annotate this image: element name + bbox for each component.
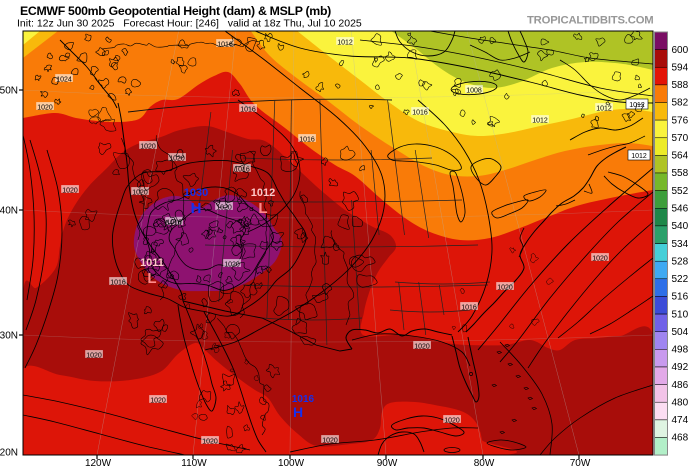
svg-text:1020: 1020 <box>62 188 78 195</box>
svg-text:TROPICALTIDBITS.COM: TROPICALTIDBITS.COM <box>527 15 654 27</box>
svg-text:40N: 40N <box>0 206 18 217</box>
svg-text:528: 528 <box>672 256 689 267</box>
svg-text:1012: 1012 <box>337 40 353 47</box>
svg-text:594: 594 <box>672 63 689 74</box>
svg-text:ECMWF 500mb Geopotential Heigh: ECMWF 500mb Geopotential Height (dam) & … <box>20 4 331 18</box>
svg-text:474: 474 <box>672 415 689 426</box>
svg-text:1016: 1016 <box>234 167 250 174</box>
svg-text:1020: 1020 <box>132 190 148 197</box>
svg-text:576: 576 <box>672 115 689 126</box>
svg-text:522: 522 <box>672 274 689 285</box>
svg-text:H: H <box>293 404 303 420</box>
svg-text:570: 570 <box>672 133 689 144</box>
svg-text:1012: 1012 <box>532 118 548 125</box>
svg-text:1020: 1020 <box>592 256 608 263</box>
svg-text:558: 558 <box>672 168 689 179</box>
svg-text:564: 564 <box>672 151 689 162</box>
svg-text:1020: 1020 <box>202 439 218 446</box>
svg-text:1020: 1020 <box>497 285 513 292</box>
svg-text:H: H <box>191 200 202 217</box>
svg-text:504: 504 <box>672 327 689 338</box>
svg-text:50N: 50N <box>0 86 18 97</box>
svg-text:1011: 1011 <box>140 257 164 269</box>
svg-text:L: L <box>258 200 267 217</box>
svg-text:Init: 12z Jun 30 2025 Foreca: Init: 12z Jun 30 2025 Forecast Hour: [24… <box>17 18 362 30</box>
svg-text:1012: 1012 <box>629 102 645 109</box>
svg-text:90W: 90W <box>377 458 398 468</box>
svg-text:1020: 1020 <box>86 353 102 360</box>
svg-text:540: 540 <box>672 221 689 232</box>
svg-text:1012: 1012 <box>631 153 647 160</box>
svg-text:492: 492 <box>672 362 689 373</box>
svg-text:468: 468 <box>672 433 689 444</box>
svg-text:1016: 1016 <box>240 107 256 114</box>
svg-text:1016: 1016 <box>110 280 126 287</box>
svg-text:582: 582 <box>672 98 689 109</box>
svg-text:1020: 1020 <box>224 262 240 269</box>
svg-text:20N: 20N <box>0 448 18 459</box>
svg-text:1020: 1020 <box>322 438 338 445</box>
svg-text:1020: 1020 <box>216 205 232 212</box>
svg-text:534: 534 <box>672 239 689 250</box>
svg-text:552: 552 <box>672 186 689 197</box>
svg-text:1020: 1020 <box>37 105 53 112</box>
svg-text:1012: 1012 <box>596 106 612 113</box>
svg-text:498: 498 <box>672 345 689 356</box>
svg-text:1016: 1016 <box>461 305 477 312</box>
svg-text:1008: 1008 <box>466 88 482 95</box>
svg-text:1020: 1020 <box>150 398 166 405</box>
svg-text:1016: 1016 <box>217 42 233 49</box>
svg-text:1020: 1020 <box>140 144 156 151</box>
svg-text:510: 510 <box>672 309 689 320</box>
svg-text:600: 600 <box>672 45 689 56</box>
svg-text:100W: 100W <box>278 458 305 468</box>
svg-text:70W: 70W <box>570 458 591 468</box>
svg-text:486: 486 <box>672 380 689 391</box>
svg-text:1012: 1012 <box>251 187 275 199</box>
svg-text:588: 588 <box>672 80 689 91</box>
svg-text:L: L <box>147 270 156 287</box>
svg-text:480: 480 <box>672 397 689 408</box>
svg-text:1020: 1020 <box>169 156 185 163</box>
svg-text:1024: 1024 <box>56 77 72 84</box>
svg-text:120W: 120W <box>85 458 112 468</box>
svg-text:1016: 1016 <box>412 110 428 117</box>
svg-text:110W: 110W <box>181 458 207 468</box>
svg-text:516: 516 <box>672 292 689 303</box>
svg-text:80W: 80W <box>474 458 495 468</box>
svg-text:1016: 1016 <box>299 137 315 144</box>
svg-text:1016: 1016 <box>292 394 315 405</box>
svg-text:30N: 30N <box>0 331 18 342</box>
svg-text:1030: 1030 <box>184 187 208 199</box>
svg-text:1020: 1020 <box>444 418 460 425</box>
svg-text:1020: 1020 <box>414 344 430 351</box>
svg-text:546: 546 <box>672 204 689 215</box>
